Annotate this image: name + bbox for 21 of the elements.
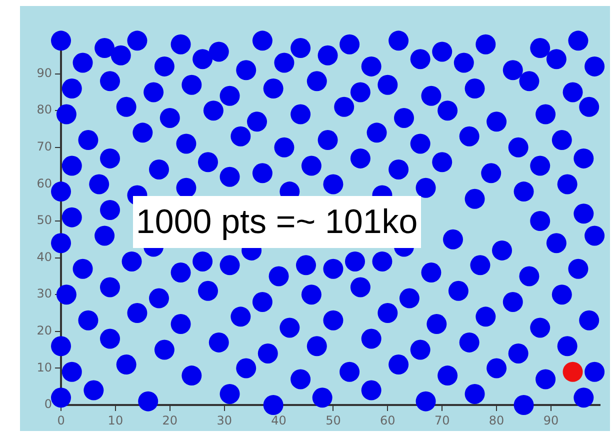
y-tick-label: 40	[36, 250, 52, 264]
x-tick-label: 90	[543, 413, 559, 428]
x-tick-label: 70	[434, 413, 450, 428]
x-tick-label: 10	[108, 413, 124, 428]
x-tick-label: 30	[216, 413, 232, 428]
x-tick-label: 80	[488, 413, 504, 428]
y-tick-label: 90	[36, 66, 52, 80]
y-tick-label: 0	[44, 397, 52, 412]
y-tick-label: 60	[36, 176, 52, 190]
y-tick-label: 80	[36, 102, 52, 117]
x-tick-label: 60	[380, 413, 396, 428]
y-tick-label: 50	[36, 213, 52, 228]
y-tick-label: 30	[36, 286, 52, 301]
x-tick-label: 50	[326, 413, 341, 428]
x-tick-label: 20	[162, 413, 178, 428]
x-tick-label: 0	[57, 413, 65, 428]
y-tick-label: 10	[36, 360, 52, 374]
y-tick-label: 70	[36, 140, 52, 154]
x-tick-label: 40	[271, 413, 286, 428]
y-tick-label: 20	[36, 324, 52, 338]
annotation: 1000 pts =~ 101ko	[133, 196, 421, 248]
